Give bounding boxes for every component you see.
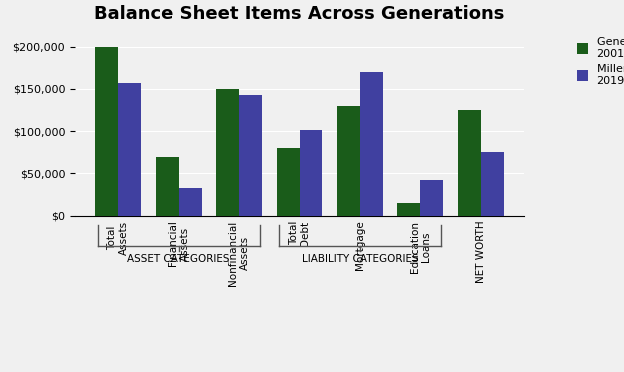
Text: ASSET CATEGORIES: ASSET CATEGORIES [127, 254, 230, 264]
Bar [178, 188, 202, 216]
Bar [360, 72, 383, 216]
Title: Balance Sheet Items Across Generations: Balance Sheet Items Across Generations [94, 4, 505, 23]
Bar [119, 83, 141, 216]
Bar [300, 129, 323, 216]
Bar [216, 89, 239, 216]
Bar [421, 180, 443, 216]
Bar [337, 106, 360, 216]
Bar [480, 151, 504, 216]
Bar [95, 46, 119, 216]
Legend: Generation X in
2001, Millennials in
2019: Generation X in 2001, Millennials in 201… [571, 32, 624, 92]
Bar [276, 148, 300, 216]
Text: LIABILITY CATEGORIES: LIABILITY CATEGORIES [301, 254, 418, 264]
Bar [156, 157, 178, 216]
Bar [397, 203, 421, 216]
Bar [239, 95, 262, 216]
Bar [458, 110, 480, 216]
